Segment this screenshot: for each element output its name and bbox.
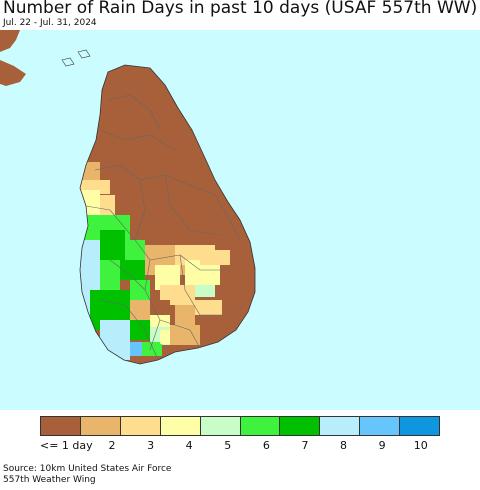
legend-label: 5: [224, 439, 232, 452]
legend-label: 9: [378, 439, 386, 452]
legend-labels: <= 1 day 2 3 4 5 6 7 8 9 10: [40, 439, 440, 455]
legend-label: 7: [301, 439, 309, 452]
legend-swatch: [80, 417, 121, 435]
northern-islets: [61, 49, 91, 67]
legend-swatch: [240, 417, 281, 435]
island-outline: [79, 64, 256, 365]
legend-swatch: [160, 417, 201, 435]
legend-label: 10: [413, 439, 428, 452]
legend-label: 8: [340, 439, 348, 452]
legend-swatch: [41, 417, 81, 435]
legend-swatch: [400, 417, 440, 435]
india-coast: [0, 60, 26, 86]
legend-swatch: [280, 417, 321, 435]
source-line-2: 557th Weather Wing: [3, 475, 96, 485]
legend-color-bar: [40, 416, 440, 436]
legend-swatch: [320, 417, 361, 435]
india-landmass: [0, 30, 20, 52]
legend-label: 3: [147, 439, 155, 452]
source-credit: Source: 10km United States Air Force 557…: [3, 464, 171, 486]
legend-swatch: [120, 417, 161, 435]
rain-days-map: [0, 30, 480, 410]
map-title: Number of Rain Days in past 10 days (USA…: [3, 0, 478, 18]
district-boundaries: [85, 94, 241, 361]
source-line-1: Source: 10km United States Air Force: [3, 464, 172, 474]
map-date-range: Jul. 22 - Jul. 31, 2024: [3, 18, 97, 28]
legend-label: 4: [185, 439, 193, 452]
legend-label: <= 1 day: [40, 439, 93, 452]
legend-swatch: [200, 417, 241, 435]
legend-swatch: [360, 417, 401, 435]
legend-label: 6: [262, 439, 270, 452]
legend-label: 2: [108, 439, 116, 452]
